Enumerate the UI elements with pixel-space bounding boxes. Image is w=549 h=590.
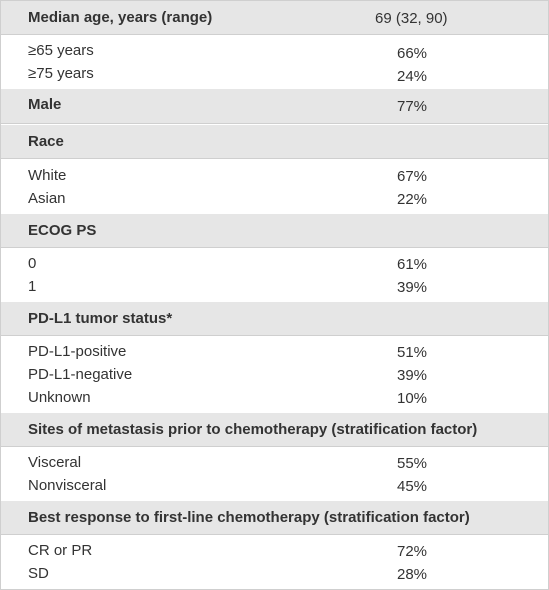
row-value-75-years: 24% xyxy=(397,68,428,85)
row-label-nonvisceral: Nonvisceral xyxy=(28,477,107,494)
row-label-ecog-1: 1 xyxy=(28,278,37,295)
row-value-nonvisceral: 45% xyxy=(397,478,428,495)
section-label: Sites of metastasis prior to chemotherap… xyxy=(28,421,478,438)
row-label-white: White xyxy=(28,167,67,184)
row-value-unknown: 10% xyxy=(397,390,428,407)
section-label: Best response to first-line chemotherapy… xyxy=(28,509,470,526)
row-label-ecog-0: 0 xyxy=(28,255,37,272)
row-value-pd-l1-negative: 39% xyxy=(397,367,428,384)
section-header-ecog-ps: ECOG PS xyxy=(1,214,548,248)
row-label-cr-or-pr: CR or PR xyxy=(28,542,93,559)
row-value-ecog-0: 61% xyxy=(397,256,428,273)
row-label-unknown: Unknown xyxy=(28,389,91,406)
section-label: PD-L1 tumor status* xyxy=(28,310,173,327)
row-label-65-years: ≥65 years xyxy=(28,42,94,59)
row-value-white: 67% xyxy=(397,168,428,185)
row-value-pd-l1-positive: 51% xyxy=(397,344,428,361)
row-label-75-years: ≥75 years xyxy=(28,65,94,82)
row-value-cr-or-pr: 72% xyxy=(397,543,428,560)
section-label: Race xyxy=(28,133,64,150)
row-value-sd: 28% xyxy=(397,566,428,583)
row-value-asian: 22% xyxy=(397,191,428,208)
section-header-race: Race xyxy=(1,125,548,159)
section-header-male: Male 77% xyxy=(1,89,548,124)
section-header-pd-l1-status: PD-L1 tumor status* xyxy=(1,302,548,336)
row-label-sd: SD xyxy=(28,565,49,582)
section-header-sites-of-metastasis: Sites of metastasis prior to chemotherap… xyxy=(1,413,548,447)
section-label: Male xyxy=(28,96,62,113)
row-value-ecog-1: 39% xyxy=(397,279,428,296)
section-value: 69 (32, 90) xyxy=(375,10,448,27)
section-label: ECOG PS xyxy=(28,222,97,239)
row-value-65-years: 66% xyxy=(397,45,428,62)
section-value: 77% xyxy=(397,98,428,115)
row-label-pd-l1-positive: PD-L1-positive xyxy=(28,343,127,360)
row-label-asian: Asian xyxy=(28,190,66,207)
row-value-visceral: 55% xyxy=(397,455,428,472)
row-label-pd-l1-negative: PD-L1-negative xyxy=(28,366,133,383)
section-header-median-age: Median age, years (range) 69 (32, 90) xyxy=(1,1,548,35)
row-label-visceral: Visceral xyxy=(28,454,82,471)
section-header-best-response: Best response to first-line chemotherapy… xyxy=(1,501,548,535)
section-label: Median age, years (range) xyxy=(28,9,213,26)
